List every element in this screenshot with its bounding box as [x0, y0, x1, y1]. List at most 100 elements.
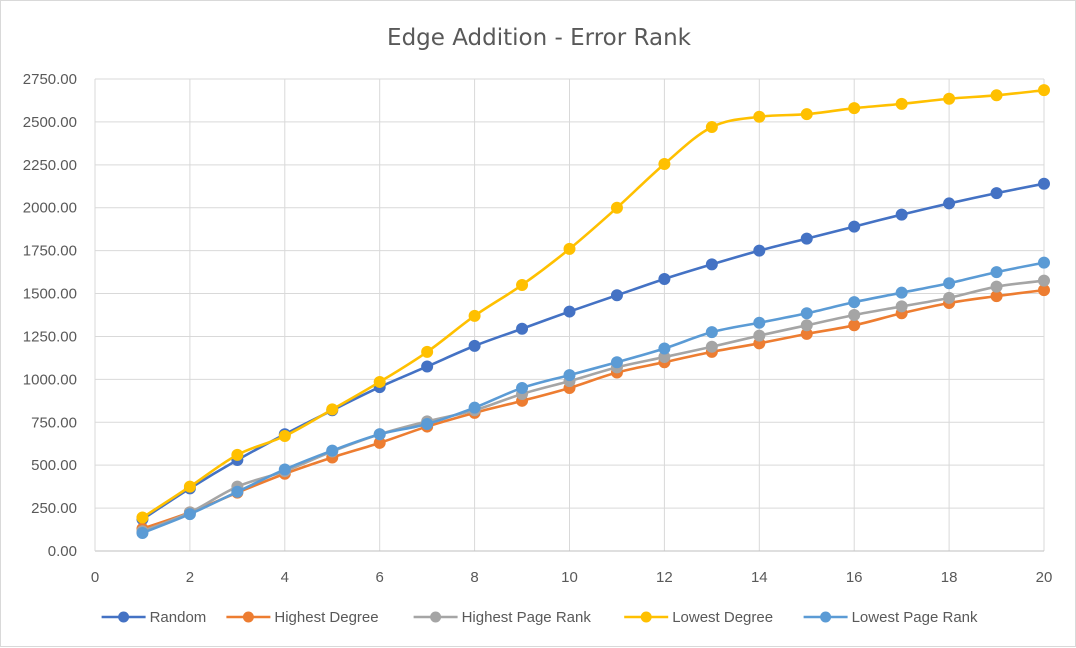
data-point-highest-page-rank: [705, 340, 718, 353]
data-point-lowest-page-rank: [326, 444, 339, 457]
data-point-lowest-degree: [421, 345, 434, 358]
data-point-highest-page-rank: [1038, 274, 1050, 287]
axes: 0.00 250.00 500.00 750.00 1000.00 1250.00 1500…: [23, 71, 1053, 586]
data-point-highest-page-rank: [895, 300, 908, 313]
data-point-random: [468, 339, 481, 352]
data-point-lowest-degree: [278, 430, 291, 443]
data-point-lowest-degree: [943, 92, 956, 105]
data-point-lowest-page-rank: [610, 356, 623, 369]
data-point-lowest-degree: [610, 201, 623, 214]
data-point-lowest-page-rank: [516, 381, 529, 394]
legend-swatch-marker: [118, 611, 130, 623]
legend-item-lowest-degree: Lowest Degree: [624, 609, 773, 626]
data-point-random: [516, 322, 529, 335]
data-point-lowest-page-rank: [800, 307, 813, 320]
y-tick-label: 2750.00: [23, 71, 77, 88]
data-point-random: [421, 360, 434, 373]
y-tick-label: 2250.00: [23, 157, 77, 174]
data-point-lowest-page-rank: [990, 266, 1003, 279]
y-tick-label: 750.00: [31, 414, 77, 431]
data-point-random: [1038, 177, 1050, 190]
data-point-lowest-page-rank: [278, 463, 291, 476]
y-tick-label: 500.00: [31, 457, 77, 474]
y-tick-label: 1000.00: [23, 371, 77, 388]
x-tick-label: 20: [1036, 569, 1053, 586]
data-point-lowest-degree: [468, 309, 481, 322]
gridlines: [95, 78, 1045, 551]
x-tick-label: 14: [751, 569, 768, 586]
legend-item-highest-page-rank: Highest Page Rank: [413, 609, 592, 626]
data-point-lowest-page-rank: [753, 316, 766, 329]
data-point-lowest-degree: [658, 157, 671, 170]
data-point-random: [990, 187, 1003, 200]
x-tick-label: 12: [656, 569, 673, 586]
data-point-random: [848, 220, 861, 233]
data-point-lowest-page-rank: [943, 277, 956, 290]
series-lowest-degree: [136, 84, 1050, 524]
legend-label: Highest Degree: [274, 609, 378, 626]
y-tick-label: 250.00: [31, 500, 77, 517]
data-point-lowest-degree: [326, 403, 339, 416]
legend-swatch-marker: [820, 611, 832, 623]
y-tick-label: 1500.00: [23, 286, 77, 303]
data-point-lowest-degree: [753, 110, 766, 123]
data-point-lowest-degree: [373, 375, 386, 388]
data-point-lowest-degree: [1038, 84, 1050, 97]
x-tick-label: 6: [376, 569, 384, 586]
data-point-random: [943, 197, 956, 210]
data-point-highest-degree: [848, 319, 861, 332]
y-tick-label: 0.00: [48, 543, 77, 560]
data-point-lowest-page-rank: [183, 508, 196, 521]
series-line-highest-page-rank: [141, 279, 1046, 533]
legend-swatch-marker: [430, 611, 442, 623]
x-tick-label: 16: [846, 569, 863, 586]
data-point-lowest-page-rank: [658, 342, 671, 355]
data-point-lowest-page-rank: [231, 485, 244, 498]
data-point-lowest-degree: [895, 97, 908, 110]
legend-label: Random: [150, 609, 207, 626]
data-point-lowest-degree: [516, 278, 529, 291]
series-highest-degree: [136, 284, 1050, 535]
data-point-lowest-degree: [231, 448, 244, 461]
data-point-lowest-degree: [563, 242, 576, 255]
legend-label: Lowest Page Rank: [852, 609, 978, 626]
legend-label: Highest Page Rank: [462, 609, 592, 626]
data-point-random: [753, 244, 766, 257]
data-point-lowest-degree: [183, 480, 196, 493]
legend-item-random: Random: [101, 609, 207, 626]
series-line-highest-degree: [141, 288, 1046, 530]
data-point-random: [563, 305, 576, 318]
data-point-lowest-page-rank: [848, 296, 861, 309]
legend-item-highest-degree: Highest Degree: [226, 609, 379, 626]
data-point-lowest-degree: [136, 511, 149, 524]
series-lines: [136, 84, 1050, 539]
data-point-lowest-degree: [800, 108, 813, 121]
y-tick-label: 2000.00: [23, 200, 77, 217]
x-tick-label: 2: [186, 569, 194, 586]
data-point-highest-page-rank: [800, 319, 813, 332]
legend-swatch-marker: [242, 611, 254, 623]
data-point-lowest-page-rank: [563, 369, 576, 382]
y-tick-label: 2500.00: [23, 114, 77, 131]
series-line-random: [141, 182, 1046, 521]
data-point-lowest-page-rank: [421, 417, 434, 430]
data-point-lowest-page-rank: [895, 286, 908, 299]
legend: Random Highest Degree Highest Page Rank Low…: [101, 609, 978, 626]
data-point-highest-page-rank: [943, 291, 956, 304]
x-tick-label: 8: [470, 569, 478, 586]
x-tick-label: 18: [941, 569, 958, 586]
data-point-lowest-page-rank: [468, 401, 481, 414]
legend-item-lowest-page-rank: Lowest Page Rank: [803, 609, 978, 626]
data-point-random: [610, 289, 623, 302]
x-tick-label: 10: [561, 569, 578, 586]
data-point-lowest-page-rank: [373, 428, 386, 441]
x-tick-label: 4: [281, 569, 289, 586]
data-point-lowest-page-rank: [136, 526, 149, 539]
y-tick-label: 1250.00: [23, 328, 77, 345]
data-point-highest-page-rank: [990, 280, 1003, 293]
legend-swatch-marker: [640, 611, 652, 623]
data-point-random: [658, 272, 671, 285]
series-highest-page-rank: [136, 274, 1050, 538]
